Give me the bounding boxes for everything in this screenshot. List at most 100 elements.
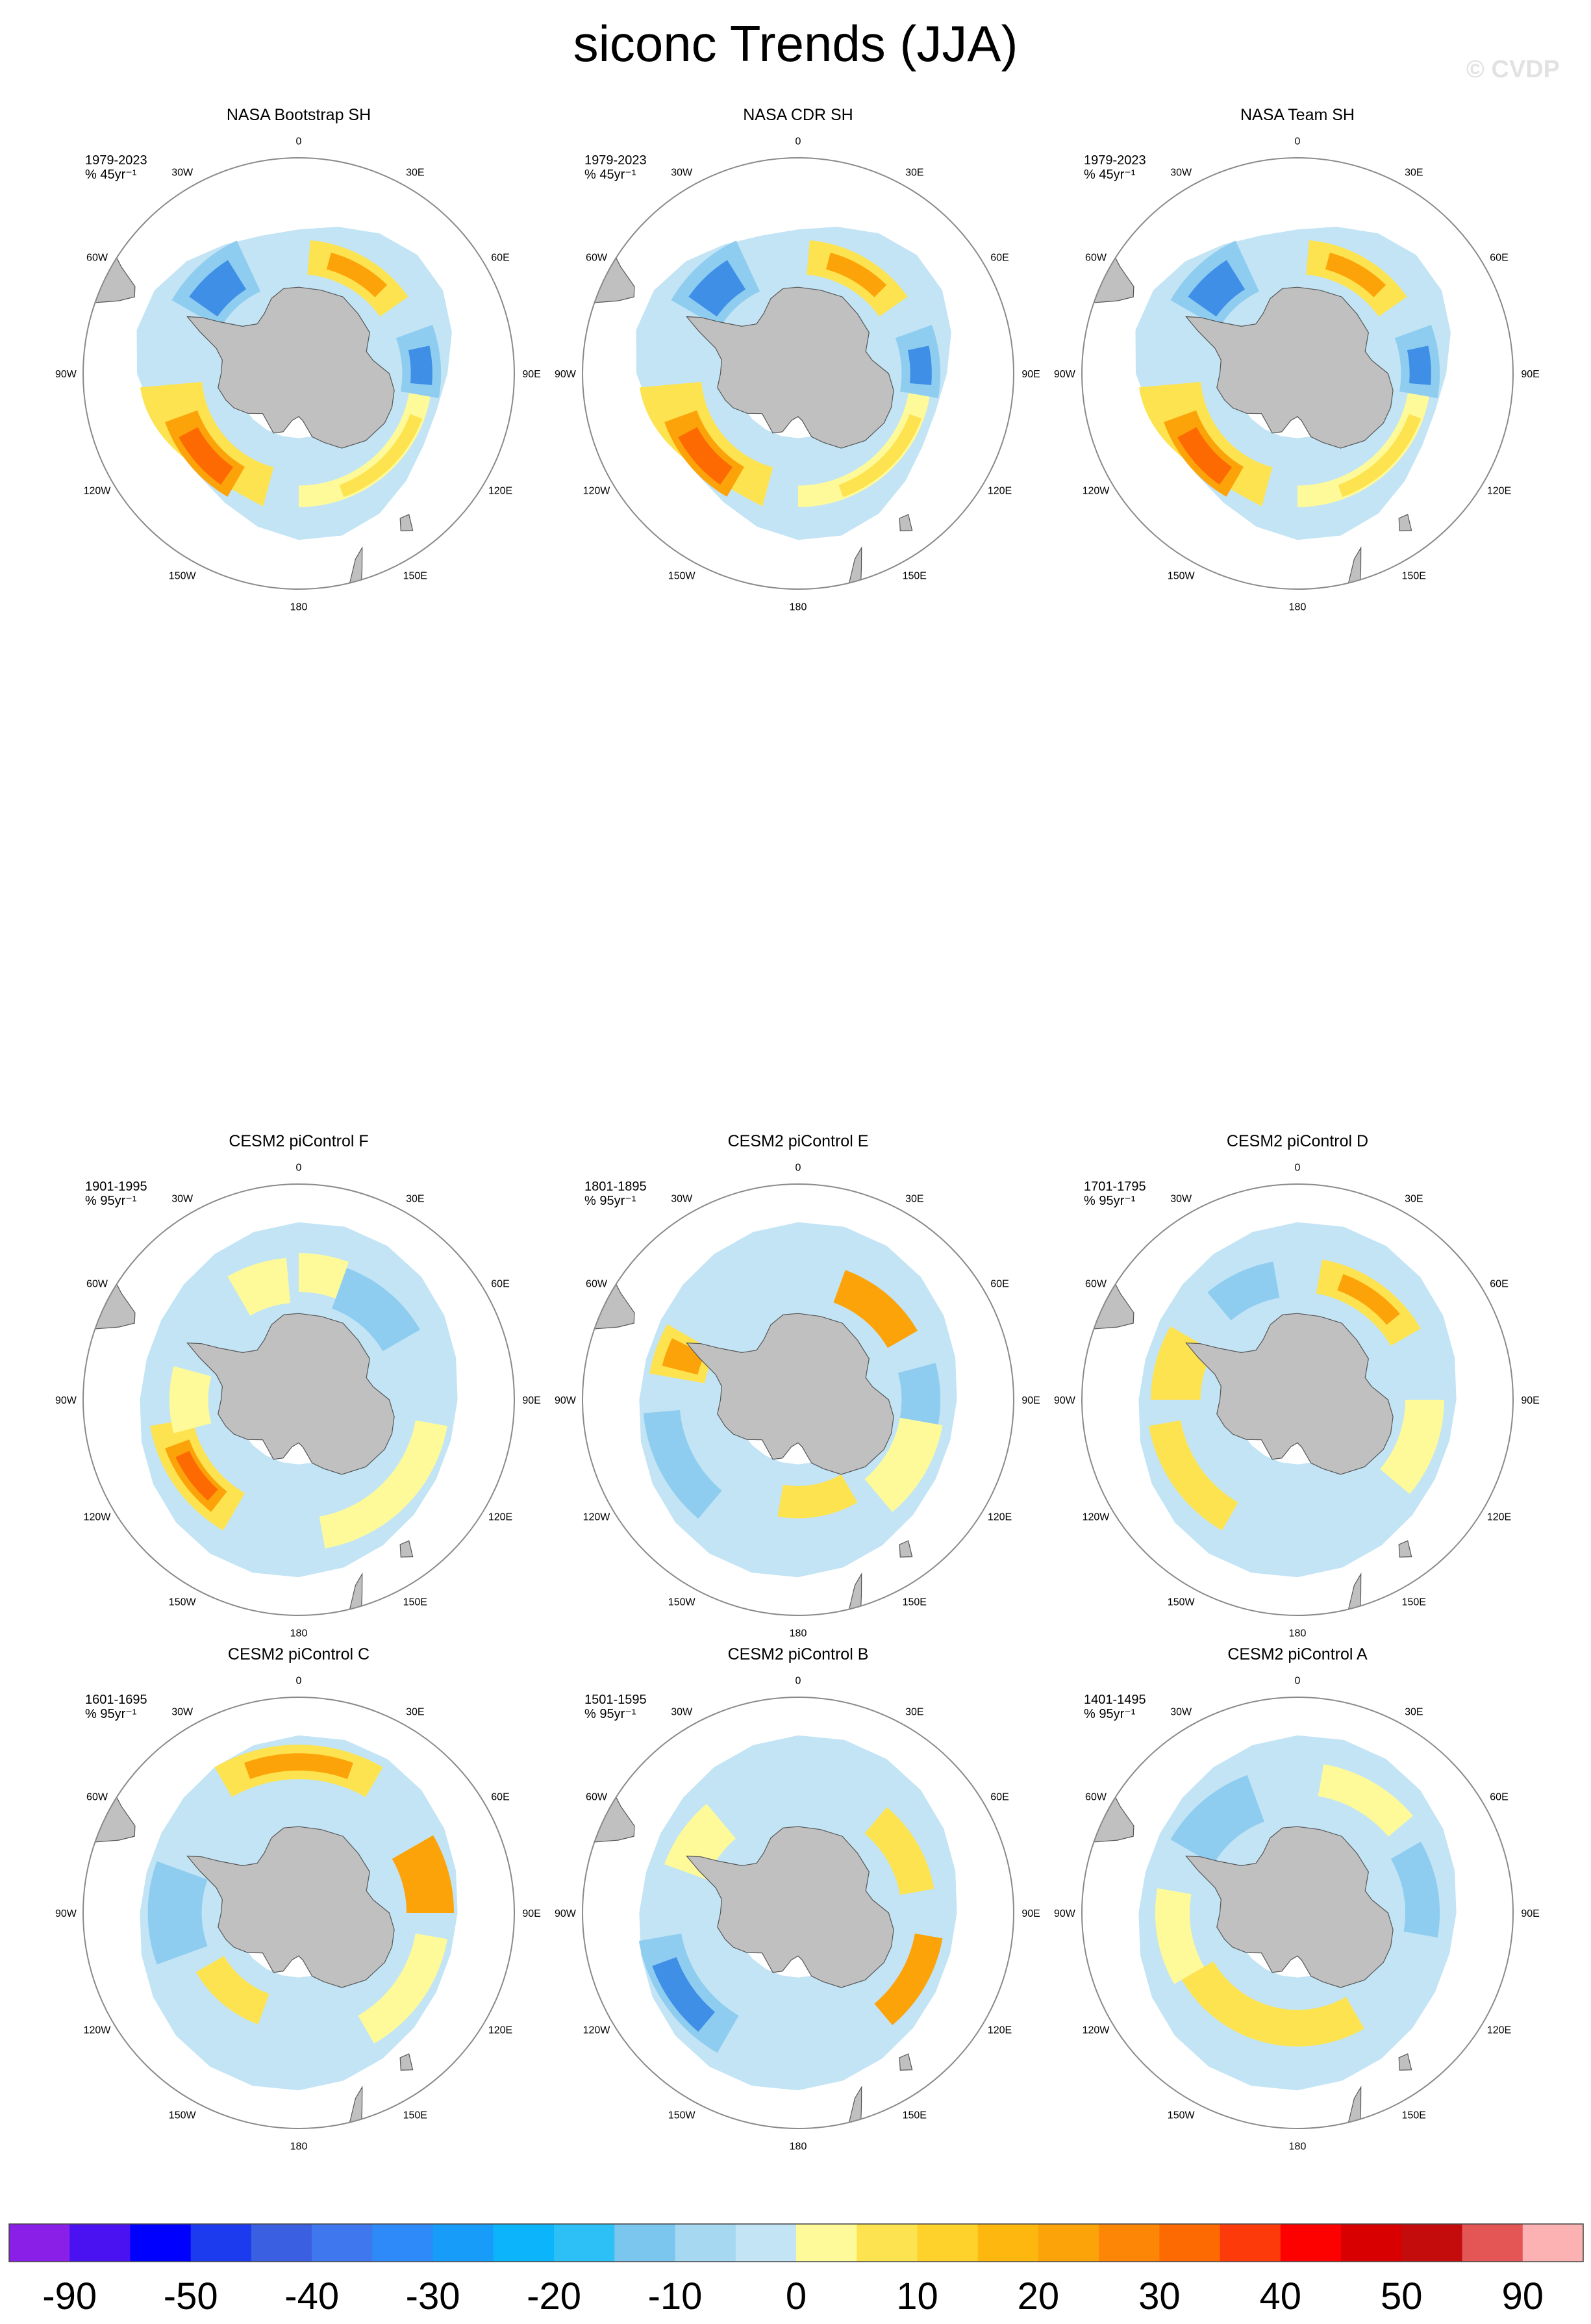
panel-title: NASA Team SH: [1240, 106, 1355, 124]
colorbar-tick-label: -40: [284, 2275, 339, 2318]
map-panel: 0 30E 60E 90E 120E 150E 180 150W 120W 90W 60W 30W CE…: [1054, 1132, 1540, 1639]
longitude-label: 30W: [1170, 168, 1192, 179]
panel-title: CESM2 piControl B: [728, 1645, 869, 1663]
longitude-label: 60E: [1490, 253, 1508, 264]
map-boundary-circle: [82, 1697, 515, 2129]
units-label: % 95yr⁻¹: [1084, 1707, 1136, 1721]
colorbar-swatch: [1038, 2224, 1099, 2262]
longitude-label: 30E: [905, 1194, 923, 1205]
panel-title: CESM2 piControl A: [1227, 1645, 1368, 1663]
longitude-label: 120E: [488, 485, 512, 496]
antarctica-landmass: [686, 1313, 894, 1475]
colorbar-swatch: [1159, 2224, 1221, 2262]
longitude-label: 90W: [1054, 369, 1076, 380]
longitude-label: 90W: [1054, 1395, 1076, 1406]
longitude-label: 30E: [406, 1707, 424, 1718]
longitude-label: 150W: [668, 1597, 696, 1608]
colorbar-tick-label: 30: [1138, 2275, 1181, 2318]
colorbar-swatch: [917, 2224, 979, 2262]
map-boundary-circle: [582, 1183, 1014, 1616]
cvdp-watermark: © CVDP: [1466, 56, 1560, 83]
colorbar-swatch: [1280, 2224, 1342, 2262]
page-title: siconc Trends (JJA): [573, 15, 1018, 72]
antarctica-landmass: [686, 1826, 894, 1988]
longitude-label: 150E: [1402, 1597, 1426, 1608]
longitude-label: 90W: [1054, 1908, 1076, 1919]
longitude-label: 30W: [171, 168, 194, 179]
longitude-label: 120E: [988, 1511, 1012, 1522]
colorbar-swatch: [1522, 2224, 1584, 2262]
map-boundary-circle: [582, 1697, 1014, 2129]
longitude-label: 120W: [1083, 485, 1110, 496]
longitude-label: 180: [790, 602, 807, 613]
period-label: 1979-2023: [584, 153, 647, 168]
period-label: 1601-1695: [85, 1693, 147, 1707]
units-label: % 95yr⁻¹: [85, 1707, 137, 1721]
longitude-label: 90E: [1521, 1908, 1539, 1919]
longitude-label: 180: [1289, 1628, 1307, 1639]
longitude-label: 150E: [403, 2110, 427, 2121]
colorbar-swatch: [675, 2224, 736, 2262]
map-panel: 0 30E 60E 90E 120E 150E 180 150W 120W 90W 60W 30W NA…: [1054, 106, 1540, 613]
longitude-label: 60W: [1085, 1792, 1107, 1803]
longitude-label: 180: [790, 1628, 807, 1639]
longitude-label: 120E: [1487, 485, 1511, 496]
longitude-label: 90E: [1521, 369, 1539, 380]
map-panel: 0 30E 60E 90E 120E 150E 180 150W 120W 90W 60W 30W CE…: [1054, 1645, 1540, 2153]
colorbar-swatch: [796, 2224, 857, 2262]
longitude-label: 120W: [1083, 2025, 1110, 2036]
longitude-label: 30W: [171, 1707, 194, 1718]
longitude-label: 60E: [990, 253, 1008, 264]
longitude-label: 90E: [522, 1908, 540, 1919]
longitude-label: 150E: [1402, 571, 1426, 582]
map-boundary-circle: [1081, 1697, 1514, 2129]
longitude-label: 90E: [522, 369, 540, 380]
longitude-label: 180: [1289, 2141, 1307, 2153]
colorbar-swatch: [312, 2224, 373, 2262]
longitude-label: 90E: [1021, 369, 1040, 380]
period-label: 1979-2023: [1084, 153, 1146, 168]
longitude-label: 60W: [1085, 253, 1107, 264]
colorbar-tick-label: -10: [648, 2275, 703, 2318]
longitude-label: 90W: [55, 1395, 77, 1406]
units-label: % 95yr⁻¹: [85, 1194, 137, 1208]
longitude-label: 120E: [988, 2025, 1012, 2036]
longitude-label: 150E: [403, 1597, 427, 1608]
longitude-label: 150W: [1168, 571, 1196, 582]
colorbar-tick-label: 20: [1018, 2275, 1060, 2318]
panel-title: CESM2 piControl D: [1227, 1132, 1368, 1150]
antarctica-landmass: [1185, 1826, 1394, 1988]
longitude-label: 150E: [1402, 2110, 1426, 2121]
map-panel: 0 30E 60E 90E 120E 150E 180 150W 120W 90W 60W 30W CE…: [555, 1132, 1040, 1639]
longitude-label: 180: [290, 1628, 308, 1639]
longitude-label: 60W: [586, 1792, 608, 1803]
colorbar-swatch: [190, 2224, 252, 2262]
longitude-label: 150W: [668, 571, 696, 582]
colorbar-swatch: [857, 2224, 918, 2262]
longitude-label: 30E: [406, 1194, 424, 1205]
map-boundary-circle: [582, 157, 1014, 590]
longitude-label: 150W: [668, 2110, 696, 2121]
longitude-label: 90W: [555, 1908, 577, 1919]
units-label: % 95yr⁻¹: [584, 1194, 636, 1208]
longitude-label: 150W: [169, 1597, 197, 1608]
longitude-label: 120W: [84, 485, 112, 496]
longitude-label: 60W: [86, 1792, 108, 1803]
colorbar-swatch: [9, 2224, 70, 2262]
longitude-label: 0: [296, 136, 302, 147]
antarctica-landmass: [186, 1313, 395, 1475]
longitude-label: 30W: [671, 1707, 693, 1718]
colorbar-swatch: [432, 2224, 494, 2262]
units-label: % 45yr⁻¹: [1084, 168, 1136, 182]
colorbar-tick-label: 50: [1381, 2275, 1423, 2318]
longitude-label: 180: [290, 602, 308, 613]
longitude-label: 0: [796, 1675, 801, 1686]
longitude-label: 30W: [671, 168, 693, 179]
longitude-label: 0: [796, 136, 801, 147]
colorbar-swatch: [372, 2224, 434, 2262]
tasmania-landmass: [1398, 2053, 1412, 2071]
colorbar-tick-label: 40: [1260, 2275, 1302, 2318]
tasmania-landmass: [899, 514, 913, 531]
colorbar-swatch: [251, 2224, 312, 2262]
